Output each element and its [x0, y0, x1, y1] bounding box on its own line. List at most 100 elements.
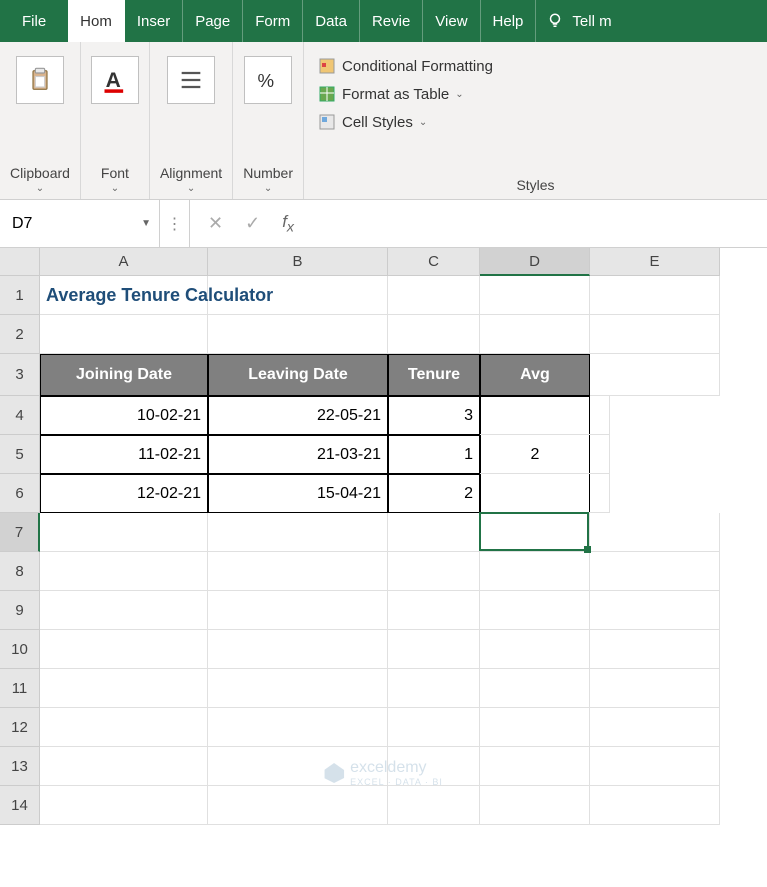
row-header-8[interactable]: 8 — [0, 552, 40, 591]
cell-E5[interactable] — [480, 435, 610, 474]
cell-E1[interactable] — [590, 276, 720, 315]
cancel-icon[interactable]: ✕ — [208, 213, 223, 234]
group-label[interactable]: Number⌄ — [243, 154, 293, 195]
tell-me[interactable]: Tell m — [536, 0, 621, 42]
cell-D14[interactable] — [480, 786, 590, 825]
cell-D13[interactable] — [480, 747, 590, 786]
formula-input[interactable] — [312, 200, 767, 247]
fx-icon[interactable]: fx — [282, 212, 294, 235]
joining-date-3[interactable]: 12-02-21 — [40, 474, 208, 513]
clipboard-icon[interactable] — [16, 56, 64, 104]
row-header-11[interactable]: 11 — [0, 669, 40, 708]
table-header-0[interactable]: Joining Date — [40, 354, 208, 396]
col-header-C[interactable]: C — [388, 248, 480, 276]
cell-D12[interactable] — [480, 708, 590, 747]
row-header-14[interactable]: 14 — [0, 786, 40, 825]
cell-D10[interactable] — [480, 630, 590, 669]
cell-A7[interactable] — [40, 513, 208, 552]
cell-A13[interactable] — [40, 747, 208, 786]
font-icon[interactable]: A — [91, 56, 139, 104]
col-header-A[interactable]: A — [40, 248, 208, 276]
row-header-4[interactable]: 4 — [0, 396, 40, 435]
styles-table[interactable]: Format as Table ⌄ — [318, 80, 753, 108]
cell-E12[interactable] — [590, 708, 720, 747]
cell-E4[interactable] — [480, 396, 610, 435]
name-box[interactable]: D7 ▼ — [0, 200, 160, 247]
cell-A8[interactable] — [40, 552, 208, 591]
tenure-2[interactable]: 1 — [388, 435, 480, 474]
group-label[interactable]: Clipboard⌄ — [10, 154, 70, 195]
tenure-3[interactable]: 2 — [388, 474, 480, 513]
cell-D7[interactable] — [480, 513, 590, 552]
table-header-1[interactable]: Leaving Date — [208, 354, 388, 396]
cell-B7[interactable] — [208, 513, 388, 552]
leaving-date-1[interactable]: 22-05-21 — [208, 396, 388, 435]
cell-C2[interactable] — [388, 315, 480, 354]
cell-B14[interactable] — [208, 786, 388, 825]
tab-revie[interactable]: Revie — [360, 0, 423, 42]
cell-E11[interactable] — [590, 669, 720, 708]
styles-cond[interactable]: Conditional Formatting — [318, 52, 753, 80]
row-header-12[interactable]: 12 — [0, 708, 40, 747]
cell-B11[interactable] — [208, 669, 388, 708]
cell-C12[interactable] — [388, 708, 480, 747]
cell-B9[interactable] — [208, 591, 388, 630]
percent-icon[interactable]: % — [244, 56, 292, 104]
align-icon[interactable] — [167, 56, 215, 104]
tab-inser[interactable]: Inser — [125, 0, 183, 42]
enter-icon[interactable]: ✓ — [245, 213, 260, 234]
cell-B8[interactable] — [208, 552, 388, 591]
row-header-9[interactable]: 9 — [0, 591, 40, 630]
group-label[interactable]: Alignment⌄ — [160, 154, 222, 195]
tab-page[interactable]: Page — [183, 0, 243, 42]
table-header-3[interactable]: Avg — [480, 354, 590, 396]
cell-B12[interactable] — [208, 708, 388, 747]
cell-B10[interactable] — [208, 630, 388, 669]
tab-form[interactable]: Form — [243, 0, 303, 42]
cell-D1[interactable] — [480, 276, 590, 315]
col-header-B[interactable]: B — [208, 248, 388, 276]
joining-date-2[interactable]: 11-02-21 — [40, 435, 208, 474]
row-header-1[interactable]: 1 — [0, 276, 40, 315]
cell-A12[interactable] — [40, 708, 208, 747]
cell-C8[interactable] — [388, 552, 480, 591]
table-header-2[interactable]: Tenure — [388, 354, 480, 396]
row-header-6[interactable]: 6 — [0, 474, 40, 513]
cell-B2[interactable] — [208, 315, 388, 354]
cell-E3[interactable] — [590, 354, 720, 396]
cell-C11[interactable] — [388, 669, 480, 708]
title-cell[interactable]: Average Tenure Calculator — [40, 276, 208, 315]
joining-date-1[interactable]: 10-02-21 — [40, 396, 208, 435]
cell-A11[interactable] — [40, 669, 208, 708]
row-header-13[interactable]: 13 — [0, 747, 40, 786]
col-header-D[interactable]: D — [480, 248, 590, 276]
row-header-7[interactable]: 7 — [0, 513, 40, 552]
cell-C1[interactable] — [388, 276, 480, 315]
cell-E7[interactable] — [590, 513, 720, 552]
leaving-date-2[interactable]: 21-03-21 — [208, 435, 388, 474]
cell-E2[interactable] — [590, 315, 720, 354]
row-header-2[interactable]: 2 — [0, 315, 40, 354]
cell-C10[interactable] — [388, 630, 480, 669]
cell-E13[interactable] — [590, 747, 720, 786]
cell-A10[interactable] — [40, 630, 208, 669]
name-box-dropdown-icon[interactable]: ▼ — [141, 218, 151, 229]
col-header-E[interactable]: E — [590, 248, 720, 276]
styles-cell[interactable]: Cell Styles ⌄ — [318, 108, 753, 136]
cell-C14[interactable] — [388, 786, 480, 825]
cell-A14[interactable] — [40, 786, 208, 825]
cell-E14[interactable] — [590, 786, 720, 825]
cell-D8[interactable] — [480, 552, 590, 591]
tab-view[interactable]: View — [423, 0, 480, 42]
tab-hom[interactable]: Hom — [68, 0, 125, 42]
row-header-3[interactable]: 3 — [0, 354, 40, 396]
cell-D2[interactable] — [480, 315, 590, 354]
tab-help[interactable]: Help — [481, 0, 537, 42]
tenure-1[interactable]: 3 — [388, 396, 480, 435]
group-label[interactable]: Font⌄ — [101, 154, 129, 195]
cell-C7[interactable] — [388, 513, 480, 552]
row-header-10[interactable]: 10 — [0, 630, 40, 669]
cell-D11[interactable] — [480, 669, 590, 708]
row-header-5[interactable]: 5 — [0, 435, 40, 474]
cell-E10[interactable] — [590, 630, 720, 669]
